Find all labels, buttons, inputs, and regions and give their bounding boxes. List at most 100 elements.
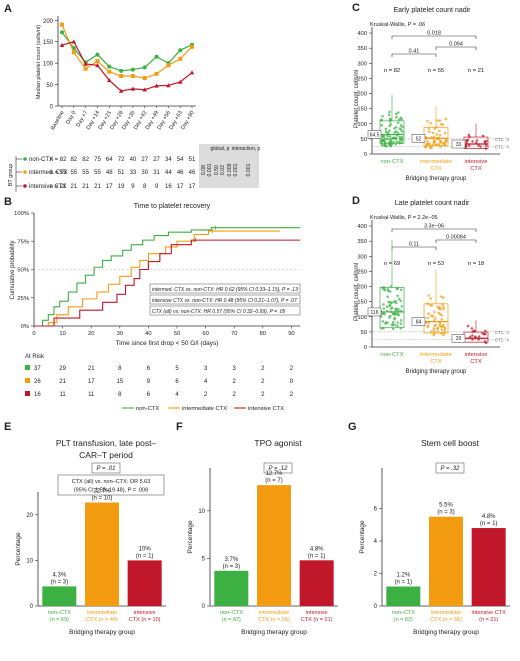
risk-count: 17 — [189, 184, 196, 190]
x-tick-label: Baseline — [50, 110, 66, 131]
data-label: (n = 10) — [92, 495, 113, 501]
x-tick-label: intermediate — [431, 610, 461, 616]
data-point — [381, 115, 384, 118]
data-point — [384, 144, 387, 147]
risk-count: 21 — [70, 184, 77, 190]
stat-label: Kruskal-Wallis, P = .06 — [370, 22, 425, 28]
x-tick-label: 70 — [231, 331, 237, 337]
chart-title: Stem cell boost — [421, 438, 480, 448]
x-tick-label: CTX (n = 55) — [258, 617, 290, 623]
chart-title: PLT transfusion, late post– — [56, 438, 157, 448]
annotation-text: intermed. CTX vs. non-CTX: HR 0.62 (95% … — [152, 287, 298, 293]
data-point — [389, 290, 392, 293]
risk-row-label: 37 — [34, 366, 41, 372]
bracket-p-value: 0.094 — [449, 42, 463, 48]
data-point — [440, 318, 443, 321]
x-tick-label: non-CTX — [380, 352, 403, 358]
y-tick-label: 6 — [374, 507, 378, 513]
data-point — [427, 317, 430, 320]
stat-label: P = .01 — [97, 466, 116, 472]
panel-letter: E — [4, 421, 11, 433]
ctc-label: CTC °4 — [495, 337, 509, 342]
panel-letter: G — [348, 421, 357, 433]
risk-count: 5 — [175, 366, 179, 372]
legend-marker — [23, 184, 27, 188]
risk-count: 17 — [88, 379, 95, 385]
data-point — [178, 57, 182, 61]
y-tick-label: 0 — [30, 604, 34, 610]
risk-count: 2 — [261, 392, 265, 398]
x-tick-label: 80 — [260, 331, 266, 337]
x-tick-label: 30 — [117, 331, 123, 337]
risk-count: 29 — [59, 366, 66, 372]
risk-count: 17 — [177, 184, 184, 190]
data-point — [438, 307, 441, 310]
data-point — [393, 131, 396, 134]
y-tick-label: 350 — [357, 239, 367, 245]
stat-label: P = .32 — [441, 466, 461, 472]
risk-count: 21 — [82, 184, 89, 190]
data-point — [390, 143, 393, 146]
data-point — [471, 334, 474, 337]
data-point — [441, 303, 444, 306]
x-axis-label: Bridging therapy group — [406, 176, 467, 182]
data-point — [95, 59, 99, 63]
group-n-label: n = 53 — [428, 261, 444, 267]
x-axis-label: Bridging therapy group — [406, 369, 467, 375]
median-label: 52 — [416, 136, 422, 142]
risk-count: 6 — [147, 366, 151, 372]
data-point — [444, 118, 447, 121]
risk-count: 82 — [70, 157, 77, 163]
panel-letter: A — [4, 3, 12, 15]
risk-count: 16 — [165, 184, 172, 190]
y-tick-label: 0 — [364, 345, 367, 351]
data-label: 4.8% — [482, 514, 496, 520]
data-point — [466, 139, 469, 142]
risk-count: 34 — [165, 157, 172, 163]
data-point — [394, 300, 397, 303]
y-tick-label: 300 — [357, 254, 367, 260]
data-point — [381, 320, 384, 323]
risk-count: 15 — [116, 379, 123, 385]
bracket-p-value: 3.3e−06 — [424, 224, 444, 230]
data-point — [392, 321, 395, 324]
risk-count: 2 — [290, 392, 294, 398]
group-axis-label: BT group — [8, 164, 14, 187]
stats-interaction-p: 0.001 — [246, 163, 252, 176]
bracket-p-value: 0.41 — [409, 49, 420, 55]
data-point — [429, 146, 432, 149]
x-tick-label: 90 — [288, 331, 294, 337]
bracket-p-value: 0.018 — [427, 31, 441, 37]
legend-marker — [23, 157, 27, 161]
data-point — [432, 327, 435, 330]
chart-title: Late platelet count nadir — [395, 200, 470, 207]
bar — [429, 517, 463, 606]
data-point — [398, 298, 401, 301]
data-point — [119, 74, 123, 78]
data-point — [442, 123, 445, 126]
risk-count: 27 — [153, 157, 160, 163]
x-tick-label: CTX — [430, 166, 442, 172]
risk-count: 46 — [177, 170, 184, 176]
x-tick-label: intermediate — [420, 159, 452, 165]
risk-color-swatch — [25, 378, 30, 383]
x-tick-label: 50 — [174, 331, 180, 337]
data-point — [468, 144, 471, 147]
legend-label: non-CTX — [136, 406, 159, 412]
bar — [42, 586, 76, 606]
risk-count: 27 — [141, 157, 148, 163]
chart-title: Early platelet count nadir — [393, 7, 471, 14]
y-tick-label: 5 — [202, 556, 206, 562]
risk-count: 2 — [261, 366, 265, 372]
y-tick-label: 400 — [357, 31, 367, 37]
data-point — [399, 327, 402, 330]
data-point — [444, 327, 447, 330]
risk-count: 51 — [118, 170, 125, 176]
x-tick-label: intensive — [306, 610, 328, 616]
data-point — [440, 328, 443, 331]
data-point — [386, 137, 389, 140]
data-point — [429, 122, 432, 125]
data-point — [387, 288, 390, 291]
y-tick-label: 20 — [26, 513, 33, 519]
x-tick-label: intermediate — [420, 352, 452, 358]
